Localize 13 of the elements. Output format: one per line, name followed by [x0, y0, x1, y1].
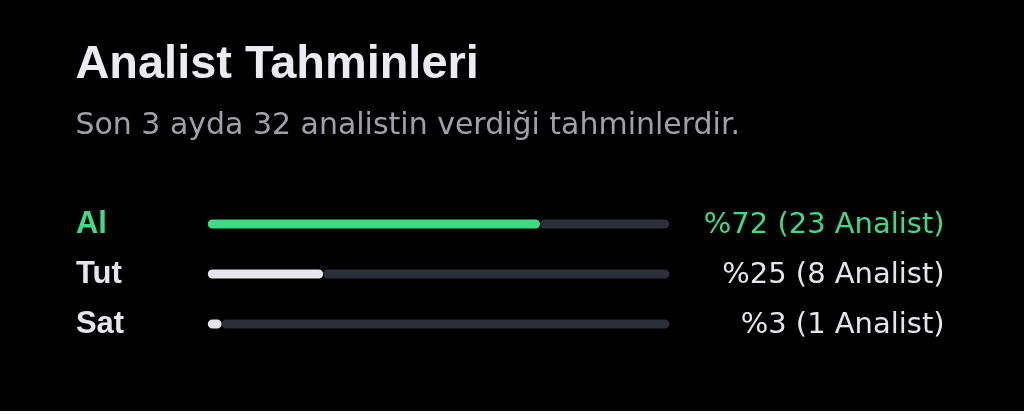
bar: [323, 269, 670, 279]
data-label: %25 (8 Analist): [722, 255, 945, 290]
y-tick-label: Tut: [75, 254, 122, 290]
y-tick-label: Al: [75, 204, 107, 240]
chart-subtitle: Son 3 ayda 32 analistin verdiği tahminlerdir.: [75, 106, 740, 142]
bar: [207, 269, 324, 279]
data-label: %3 (1 Analist): [740, 305, 945, 340]
bar: [221, 319, 670, 329]
bar: [540, 219, 670, 229]
chart-title: Analist Tahminleri: [75, 35, 479, 89]
bar: [207, 219, 541, 229]
data-label: %72 (23 Analist): [703, 205, 945, 240]
y-tick-label: Sat: [75, 304, 125, 340]
